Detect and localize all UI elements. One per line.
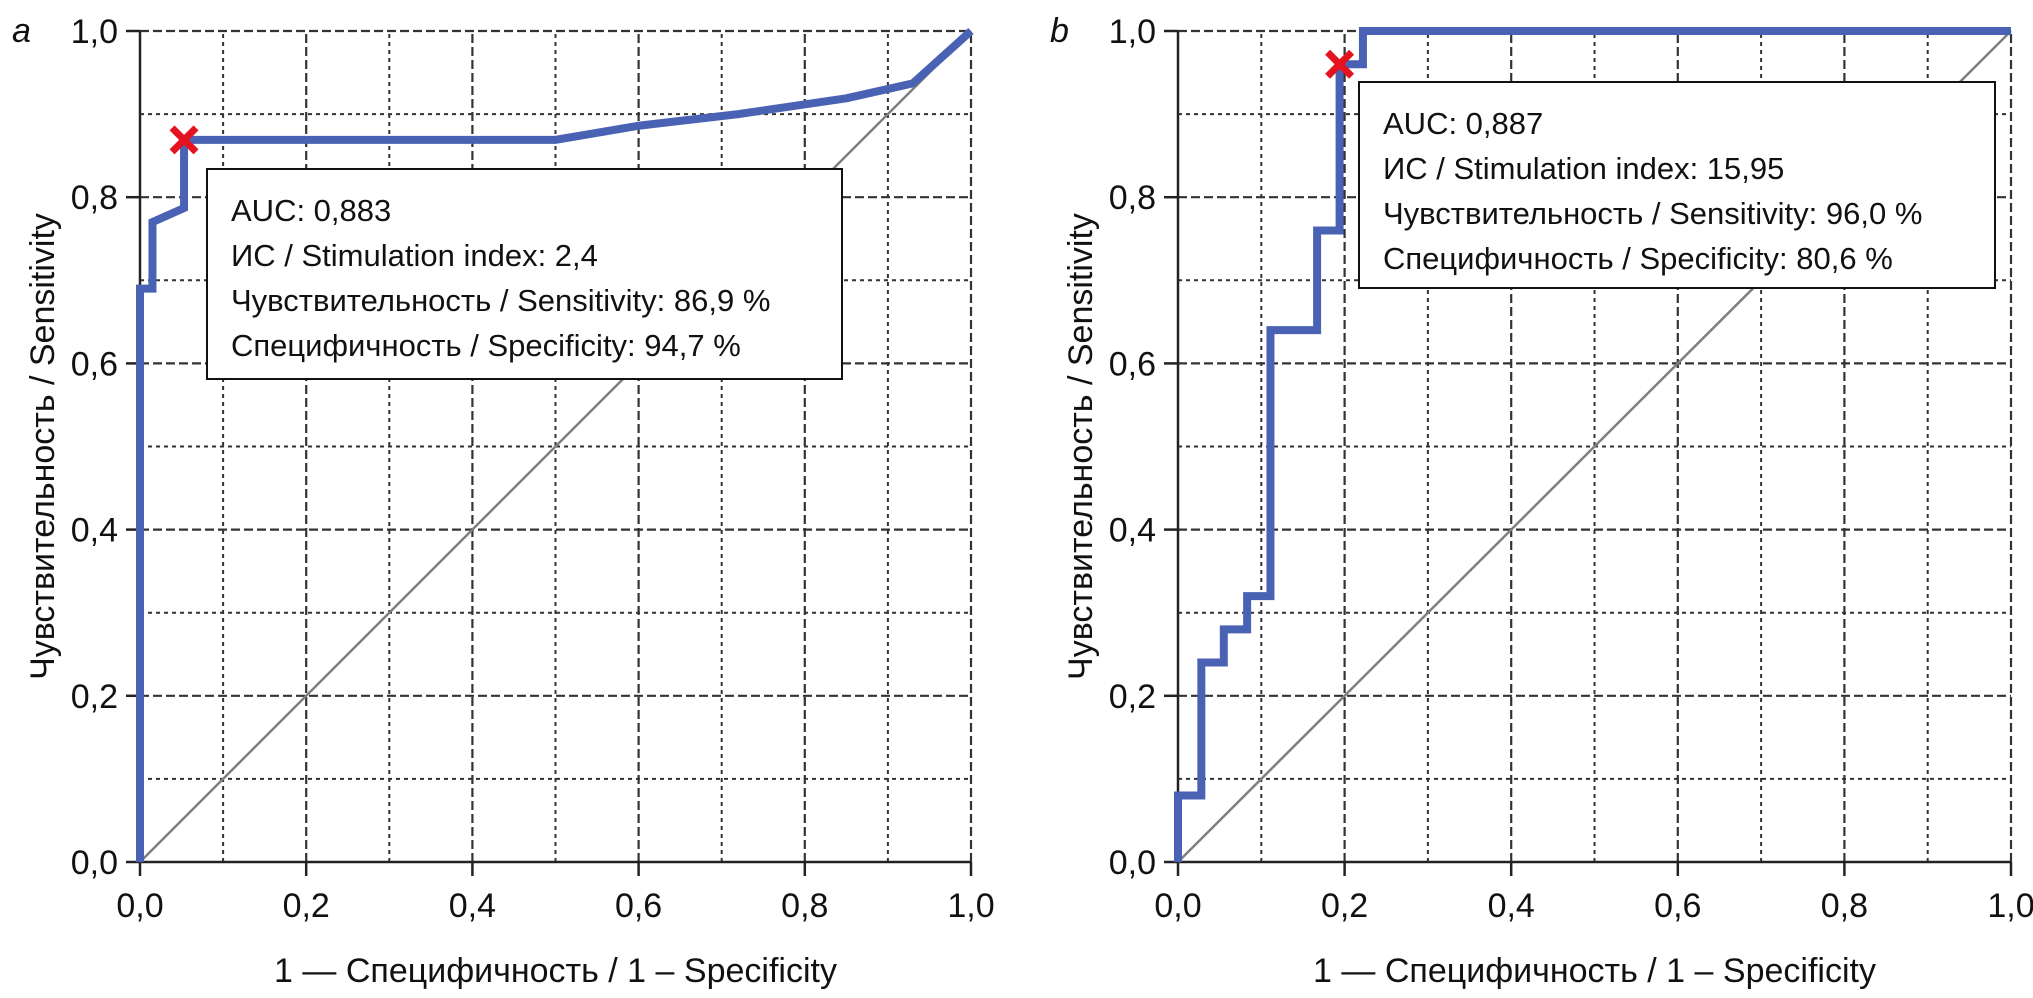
x-tick-label: 1,0 xyxy=(947,887,994,925)
x-tick-label: 0,8 xyxy=(1821,887,1868,925)
x-tick-label: 0,0 xyxy=(116,887,163,925)
x-tick-label: 0,4 xyxy=(449,887,496,925)
y-tick-label: 0,0 xyxy=(1109,844,1156,882)
annotation-box: AUC: 0,887 ИС / Stimulation index: 15,95 Ч… xyxy=(1358,81,1996,289)
y-tick-label: 1,0 xyxy=(71,13,118,51)
x-tick-label: 1,0 xyxy=(1987,887,2033,925)
roc-curve-line xyxy=(136,28,974,862)
y-tick-label: 1,0 xyxy=(1109,13,1156,51)
y-tick-label: 0,2 xyxy=(1109,678,1156,716)
annotation-box: AUC: 0,883 ИС / Stimulation index: 2,4 Чув… xyxy=(206,168,843,380)
panel-a: 0,0 0,2 0,4 0,6 0,8 1,0 0,0 0,2 0,4 0,6 0,8 1,0 1 — … xyxy=(12,12,995,990)
x-tick-label: 0,6 xyxy=(615,887,662,925)
y-tick-label: 0,6 xyxy=(71,345,118,383)
annotation-frame xyxy=(206,168,843,380)
annotation-line: Специфичность / Specificity: 94,7 % xyxy=(231,328,741,363)
y-axis-title: Чувствительность / Sensitivity xyxy=(24,213,62,680)
panel-letter: b xyxy=(1050,12,1069,50)
y-tick-label: 0,2 xyxy=(71,678,118,716)
cutoff-marker-stroke xyxy=(1325,49,1355,79)
x-tick-label: 0,2 xyxy=(1321,887,1368,925)
annotation-line: Специфичность / Specificity: 80,6 % xyxy=(1383,241,1893,276)
cutoff-marker-icon xyxy=(1325,49,1355,79)
cutoff-marker-stroke xyxy=(169,125,199,155)
x-axis-title: 1 — Специфичность / 1 – Specificity xyxy=(1313,952,1876,990)
annotation-line: AUC: 0,887 xyxy=(1383,106,1543,141)
x-tick-label: 0,0 xyxy=(1154,887,1201,925)
panel-letter: a xyxy=(12,12,31,50)
y-tick-label: 0,8 xyxy=(1109,179,1156,217)
cutoff-marker-icon xyxy=(169,125,199,155)
annotation-frame xyxy=(1358,81,1996,289)
annotation-line: AUC: 0,883 xyxy=(231,193,391,228)
annotation-line: Чувствительность / Sensitivity: 96,0 % xyxy=(1383,196,1922,231)
y-tick-label: 0,8 xyxy=(71,179,118,217)
x-tick-label: 0,8 xyxy=(781,887,828,925)
y-axis-title: Чувствительность / Sensitivity xyxy=(1062,213,1100,680)
y-tick-label: 0,4 xyxy=(71,512,118,550)
annotation-line: Чувствительность / Sensitivity: 86,9 % xyxy=(231,283,770,318)
y-tick-label: 0,6 xyxy=(1109,345,1156,383)
x-axis-title: 1 — Специфичность / 1 – Specificity xyxy=(274,952,837,990)
x-tick-label: 0,2 xyxy=(283,887,330,925)
x-tick-label: 0,6 xyxy=(1654,887,1701,925)
annotation-line: ИС / Stimulation index: 2,4 xyxy=(231,238,598,273)
y-tick-label: 0,0 xyxy=(71,844,118,882)
annotation-line: ИС / Stimulation index: 15,95 xyxy=(1383,151,1784,186)
panel-b: 0,0 0,2 0,4 0,6 0,8 1,0 0,0 0,2 0,4 0,6 0,8 1,0 1 — … xyxy=(1050,12,2033,990)
y-tick-label: 0,4 xyxy=(1109,512,1156,550)
x-tick-label: 0,4 xyxy=(1488,887,1535,925)
